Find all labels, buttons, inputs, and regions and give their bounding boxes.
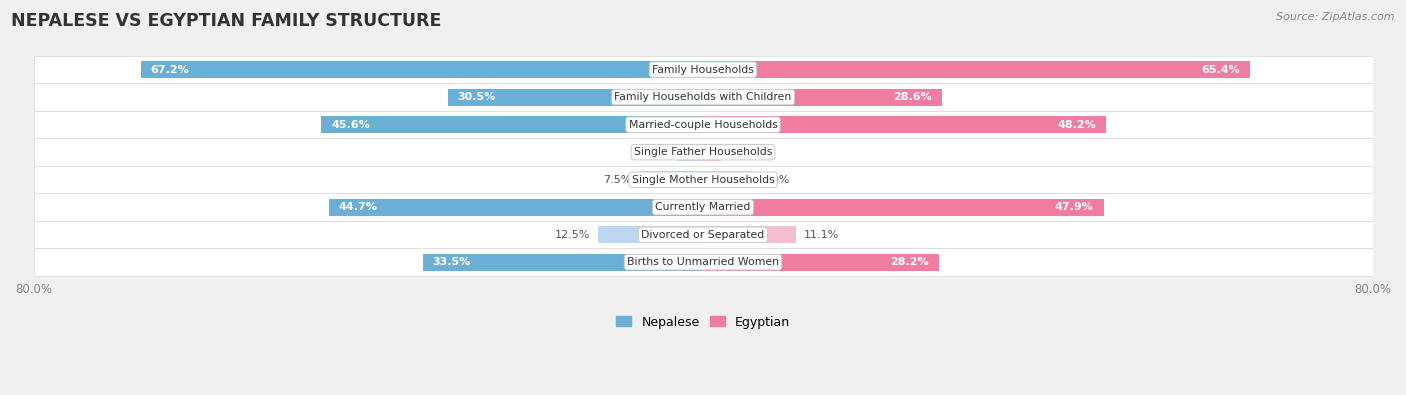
Text: Family Households with Children: Family Households with Children [614, 92, 792, 102]
Bar [34, 56, 1372, 83]
Bar [703, 199, 1104, 216]
Bar [34, 138, 1372, 166]
Text: 33.5%: 33.5% [433, 257, 471, 267]
Text: 47.9%: 47.9% [1054, 202, 1094, 212]
Bar [703, 226, 796, 243]
Text: 5.9%: 5.9% [761, 175, 789, 185]
Text: 28.6%: 28.6% [894, 92, 932, 102]
Bar [34, 221, 1372, 248]
Text: 30.5%: 30.5% [458, 92, 496, 102]
Bar [34, 83, 1372, 111]
Text: 67.2%: 67.2% [150, 65, 190, 75]
Text: 3.1%: 3.1% [641, 147, 669, 157]
Text: 11.1%: 11.1% [804, 230, 839, 240]
Text: NEPALESE VS EGYPTIAN FAMILY STRUCTURE: NEPALESE VS EGYPTIAN FAMILY STRUCTURE [11, 12, 441, 30]
Text: Source: ZipAtlas.com: Source: ZipAtlas.com [1277, 12, 1395, 22]
Bar [703, 144, 720, 161]
Bar [34, 248, 1372, 276]
Text: Currently Married: Currently Married [655, 202, 751, 212]
Bar [423, 254, 703, 271]
Text: Single Mother Households: Single Mother Households [631, 175, 775, 185]
Text: Births to Unmarried Women: Births to Unmarried Women [627, 257, 779, 267]
Text: Family Households: Family Households [652, 65, 754, 75]
Text: 45.6%: 45.6% [332, 120, 370, 130]
Bar [599, 226, 703, 243]
Bar [322, 116, 703, 133]
Bar [703, 171, 752, 188]
Text: Single Father Households: Single Father Households [634, 147, 772, 157]
Text: 48.2%: 48.2% [1057, 120, 1097, 130]
Text: Married-couple Households: Married-couple Households [628, 120, 778, 130]
Text: 28.2%: 28.2% [890, 257, 929, 267]
Legend: Nepalese, Egyptian: Nepalese, Egyptian [612, 310, 794, 333]
Bar [141, 61, 703, 78]
Bar [703, 254, 939, 271]
Bar [678, 144, 703, 161]
Text: 12.5%: 12.5% [554, 230, 591, 240]
Text: 2.1%: 2.1% [728, 147, 758, 157]
Bar [34, 166, 1372, 194]
Bar [34, 194, 1372, 221]
Bar [329, 199, 703, 216]
Text: 7.5%: 7.5% [603, 175, 631, 185]
Text: 44.7%: 44.7% [339, 202, 378, 212]
Bar [640, 171, 703, 188]
Bar [703, 116, 1107, 133]
Text: 65.4%: 65.4% [1202, 65, 1240, 75]
Bar [703, 88, 942, 106]
Text: Divorced or Separated: Divorced or Separated [641, 230, 765, 240]
Bar [703, 61, 1250, 78]
Bar [34, 111, 1372, 138]
Bar [447, 88, 703, 106]
